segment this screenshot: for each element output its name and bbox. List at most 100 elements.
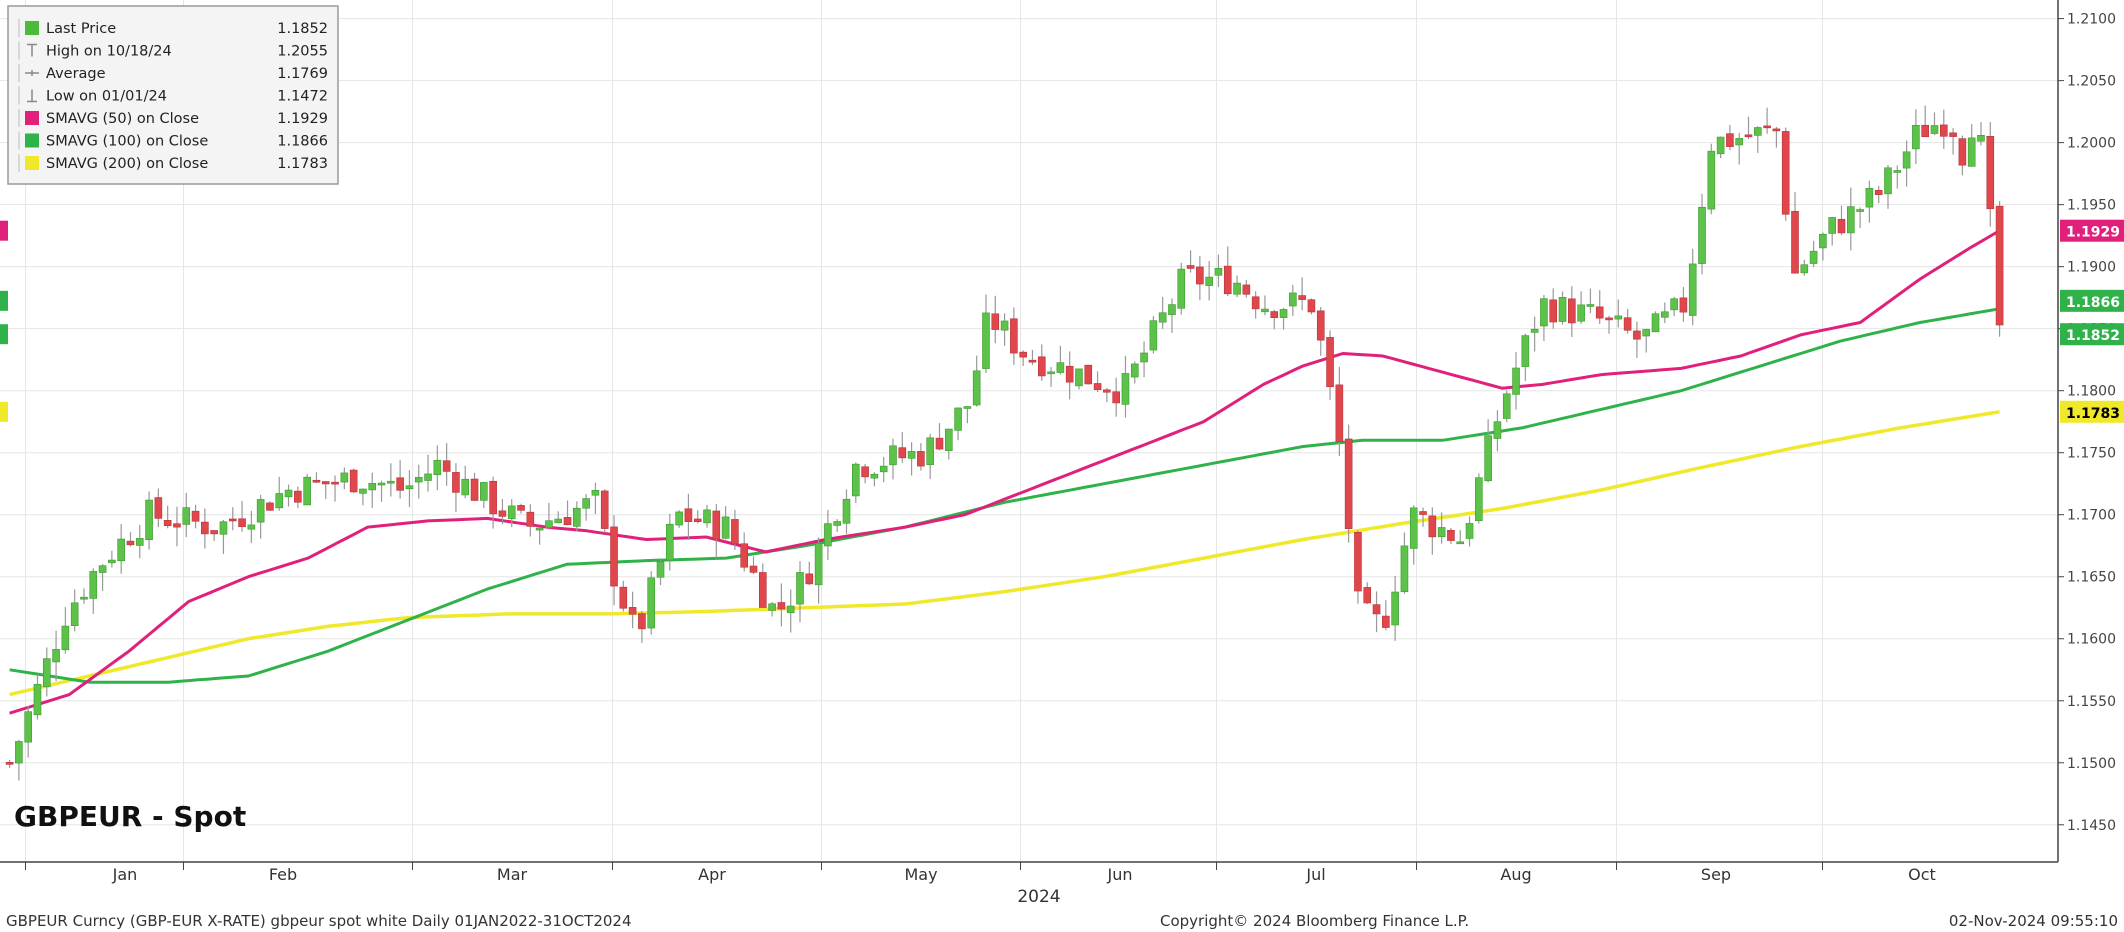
x-tick-label-feb: Feb	[269, 865, 297, 884]
candle-up	[284, 489, 293, 498]
candle-up	[1912, 125, 1920, 150]
candle-down	[600, 490, 609, 529]
candle-up	[1391, 591, 1399, 626]
candle-up	[219, 521, 228, 535]
candle-up	[1140, 352, 1148, 363]
candle-down	[1772, 128, 1781, 132]
candle-up	[135, 538, 144, 546]
legend-item-1: High on 10/18/24 1.2055	[18, 41, 328, 60]
candle-up	[1856, 209, 1864, 212]
candle-down	[1344, 438, 1353, 529]
candle-up	[182, 507, 191, 525]
candle-up	[15, 741, 23, 764]
candle-up	[368, 483, 377, 491]
candle-down	[228, 518, 237, 522]
candle-up	[1233, 282, 1241, 295]
candle-up	[1512, 367, 1520, 395]
candle-down	[1763, 125, 1771, 129]
y-tick-label-6: 1.1800	[2067, 384, 2116, 400]
candle-down	[1623, 317, 1632, 331]
candle-down	[619, 586, 628, 609]
candle-down	[1270, 311, 1279, 319]
candle-up	[387, 480, 395, 484]
candle-up	[963, 406, 972, 409]
candle-up	[1930, 125, 1939, 134]
candle-down	[1447, 529, 1455, 541]
candle-down	[712, 510, 721, 540]
candle-down	[1791, 210, 1799, 274]
legend-value: 1.1472	[277, 89, 328, 105]
candle-down	[1223, 265, 1232, 295]
candle-up	[1502, 393, 1511, 419]
candle-up	[786, 605, 795, 614]
candle-up	[870, 473, 879, 479]
candle-down	[1335, 384, 1344, 443]
legend-swatch-icon	[25, 21, 39, 35]
candle-up	[1902, 151, 1911, 169]
candle-down	[1326, 337, 1334, 388]
candle-up	[1884, 167, 1892, 195]
candle-down	[191, 510, 200, 522]
candle-up	[889, 445, 897, 466]
candle-down	[1372, 604, 1381, 615]
candle-up	[70, 602, 79, 626]
candle-up	[1475, 477, 1483, 521]
candle-up	[1540, 298, 1548, 327]
candle-up	[1977, 134, 1985, 142]
candle-up	[926, 437, 934, 465]
legend-value: 1.1783	[277, 156, 328, 172]
candle-up	[1214, 267, 1223, 276]
x-tick-label-oct: Oct	[1908, 865, 1936, 884]
legend-swatch-icon	[25, 111, 39, 125]
candle-down	[1186, 265, 1195, 269]
candle-up	[1967, 137, 1976, 167]
footer-source: GBPEUR Curncy (GBP-EUR X-RATE) gbpeur sp…	[6, 912, 632, 930]
candle-down	[1958, 138, 1967, 166]
right-value-tag-text-0: 1.1929	[2066, 225, 2120, 241]
candle-up	[1530, 328, 1539, 333]
x-tick-label-jun: Jun	[1107, 865, 1133, 884]
candle-down	[1251, 296, 1260, 310]
candle-up	[1493, 421, 1502, 439]
footer-timestamp: 02-Nov-2024 09:55:10	[1949, 912, 2118, 930]
candle-down	[1679, 297, 1688, 313]
candle-up	[907, 451, 916, 459]
candle-up	[24, 711, 32, 743]
candle-up	[108, 559, 116, 564]
legend-label: SMAVG (200) on Close	[46, 156, 208, 172]
candle-down	[470, 478, 479, 501]
legend-label: Last Price	[46, 21, 116, 37]
y-tick-label-12: 1.1500	[2067, 756, 2116, 772]
legend-value: 1.2055	[277, 44, 328, 60]
candle-down	[238, 518, 246, 527]
legend-value: 1.1852	[277, 21, 328, 37]
candle-up	[1698, 206, 1706, 264]
candle-down	[1103, 389, 1111, 393]
candle-down	[526, 511, 535, 527]
candle-up	[1809, 250, 1818, 264]
candle-down	[1995, 205, 2004, 326]
candle-up	[1484, 435, 1492, 482]
legend-item-0: Last Price 1.1852	[18, 19, 328, 37]
candle-up	[833, 521, 841, 526]
candle-down	[628, 607, 637, 615]
right-value-tag-2	[2060, 323, 2124, 346]
candle-up	[1205, 276, 1213, 286]
candle-up	[424, 473, 432, 481]
candle-down	[917, 451, 925, 467]
candle-up	[1642, 329, 1651, 337]
candle-down	[173, 523, 181, 528]
candle-up	[377, 482, 386, 486]
legend-item-3: Low on 01/01/24 1.1472	[18, 86, 328, 105]
candle-up	[675, 511, 683, 526]
candle-down	[1093, 383, 1102, 390]
candle-up	[89, 571, 98, 599]
candle-up	[1800, 264, 1809, 274]
candle-down	[1242, 284, 1251, 295]
candle-down	[1605, 317, 1613, 321]
candle-down	[1019, 351, 1027, 358]
candle-down	[1307, 299, 1316, 313]
y-tick-label-13: 1.1450	[2067, 818, 2116, 834]
sma50-line	[9, 229, 2001, 715]
